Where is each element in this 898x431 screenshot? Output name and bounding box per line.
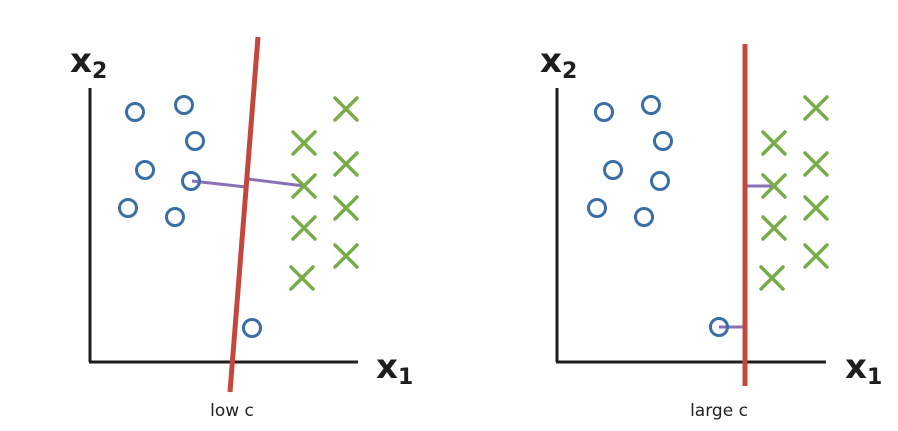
left-circle-point <box>242 318 262 338</box>
right-y-axis-label: x2 <box>540 41 577 84</box>
right-cross-point <box>761 173 787 199</box>
right-x-axis-label: x1 <box>845 347 882 390</box>
right-cross-point <box>803 95 829 121</box>
left-cross-point <box>291 215 317 241</box>
left-cross-point <box>291 130 317 156</box>
left-circle-point <box>181 171 201 191</box>
left-caption: low c <box>210 401 254 421</box>
left-crosses <box>289 96 359 291</box>
left-y-axis-label: x2 <box>70 41 107 84</box>
right-circles <box>587 95 729 337</box>
left-cross-point <box>333 243 359 269</box>
right-circle-point <box>650 171 670 191</box>
right-circle-point <box>641 95 661 115</box>
right-circle-point <box>634 207 654 227</box>
right-circle-point <box>587 198 607 218</box>
right-circle-point <box>603 160 623 180</box>
left-circles <box>118 95 262 338</box>
right-crosses <box>759 95 829 291</box>
left-circle-point <box>135 160 155 180</box>
right-cross-point <box>803 195 829 221</box>
left-cross-point <box>333 195 359 221</box>
left-margin-line-circle <box>191 179 247 189</box>
panel-large-c: x2 x1 large c <box>540 41 882 421</box>
right-cross-point <box>803 151 829 177</box>
left-cross-point <box>289 265 315 291</box>
left-circle-point <box>185 131 205 151</box>
right-circle-point <box>709 317 729 337</box>
left-circle-point <box>118 198 138 218</box>
right-caption: large c <box>690 401 748 421</box>
panel-low-c: x2 x1 low c <box>70 36 413 421</box>
left-circle-point <box>174 95 194 115</box>
right-cross-point <box>761 130 787 156</box>
left-x-axis-label: x1 <box>376 347 413 390</box>
left-cross-point <box>333 151 359 177</box>
right-circle-point <box>653 131 673 151</box>
right-circle-point <box>594 102 614 122</box>
left-margin-line-cross <box>247 177 305 188</box>
left-circle-point <box>165 207 185 227</box>
left-circle-point <box>125 102 145 122</box>
right-cross-point <box>759 265 785 291</box>
left-decision-boundary <box>227 36 261 393</box>
right-cross-point <box>803 243 829 269</box>
left-cross-point <box>291 173 317 199</box>
left-cross-point <box>333 96 359 122</box>
right-cross-point <box>761 215 787 241</box>
